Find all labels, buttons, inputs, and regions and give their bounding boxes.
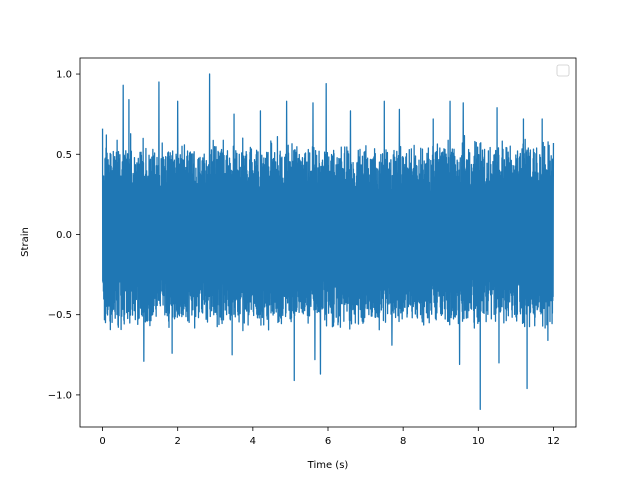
y-tick-label: −0.5: [48, 310, 72, 321]
x-tick-label: 0: [99, 436, 105, 447]
y-tick-label: −1.0: [48, 390, 72, 401]
y-axis-label: Strain: [20, 227, 31, 257]
strain-signal-line: [101, 73, 555, 410]
y-tick-label: 1.0: [56, 70, 72, 81]
x-tick-label: 12: [547, 436, 560, 447]
x-tick-label: 8: [400, 436, 406, 447]
signal-series: [101, 73, 555, 410]
legend-box: [556, 64, 570, 77]
x-axis-label: Time (s): [307, 460, 349, 471]
x-tick-label: 2: [175, 436, 181, 447]
x-axis: 0 2 4 6 8 10 12: [99, 427, 560, 447]
x-tick-label: 4: [250, 436, 256, 447]
x-tick-label: 6: [325, 436, 331, 447]
y-tick-label: 0.0: [56, 230, 72, 241]
y-tick-label: 0.5: [56, 150, 72, 161]
y-axis: −1.0 −0.5 0.0 0.5 1.0: [48, 70, 80, 401]
x-tick-label: 10: [472, 436, 485, 447]
